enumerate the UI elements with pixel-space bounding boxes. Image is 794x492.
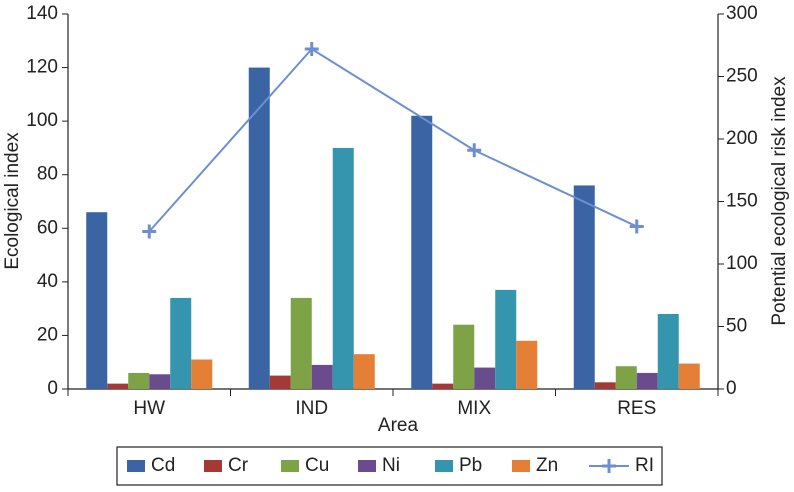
line-marker [629,219,644,234]
bar [107,383,129,389]
legend-label: Zn [536,455,558,476]
bar [353,354,375,389]
legend-swatch [204,460,222,472]
legend-swatch [127,460,145,472]
bar [149,374,171,389]
legend-box [116,446,663,486]
y-tick-label: 60 [37,217,58,238]
x-tick-label: HW [133,398,165,419]
bar [332,147,354,389]
x-axis-label: Area [378,415,419,436]
y-tick-label: 20 [37,324,58,345]
y2-tick-label: 0 [726,378,737,399]
x-tick-label: RES [617,398,656,419]
bar [432,383,454,389]
y2-tick-label: 300 [726,3,758,24]
legend-swatch [435,460,453,472]
y2-tick-label: 200 [726,128,758,149]
bar [128,372,150,389]
line-marker [142,224,157,239]
y2-axis-label: Potential ecological risk index [769,76,790,326]
y2-tick-label: 50 [726,316,747,337]
bar [290,297,312,389]
bar [453,324,475,389]
y-tick-label: 40 [37,271,58,292]
bar [170,297,192,389]
bar [86,212,108,389]
legend-label: Cu [305,455,329,476]
y2-tick-label: 150 [726,191,758,212]
bar [573,185,595,389]
legend-label: Pb [459,455,482,476]
x-tick-label: MIX [457,398,491,419]
bar [248,67,270,390]
bar [474,367,496,389]
bar [516,340,538,389]
line [148,47,638,233]
y2-tick-label: 250 [726,66,758,87]
legend-label: Cd [151,455,175,476]
bar [636,372,658,389]
x-tick-label: IND [295,398,328,419]
y-tick-label: 140 [26,3,58,24]
y-tick-label: 100 [26,110,58,131]
bar [615,366,637,389]
line-marker [304,42,319,56]
legend-marker [602,459,616,473]
bar [495,289,517,389]
legend-label: Cr [228,455,249,476]
legend-swatch [281,460,299,472]
bar [657,314,679,389]
y-tick-label: 120 [26,57,58,78]
line-marker [467,143,482,158]
bar [594,382,616,389]
legend-swatch [358,460,376,472]
legend-swatch [512,460,530,472]
legend-label: RI [635,455,654,476]
y-axis-label: Ecological index [2,132,23,270]
bar [678,363,700,389]
bar [191,359,213,389]
y-tick-label: 0 [47,378,58,399]
y-tick-label: 80 [37,164,58,185]
bar [411,115,433,390]
legend-label: Ni [382,455,400,476]
bar [269,375,291,389]
y2-tick-label: 100 [726,253,758,274]
bar [311,364,333,389]
